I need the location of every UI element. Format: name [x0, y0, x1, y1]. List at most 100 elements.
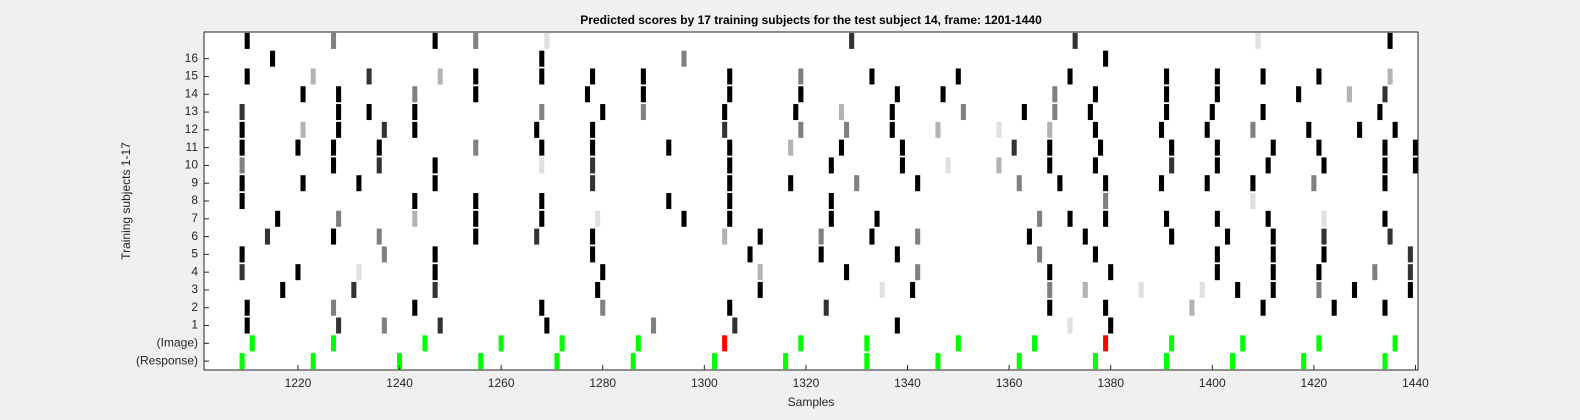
score-cell — [798, 121, 804, 138]
score-cell — [239, 192, 245, 210]
score-cell — [600, 299, 606, 316]
score-cell — [539, 210, 545, 227]
score-cell — [1321, 210, 1327, 227]
score-cell — [1265, 210, 1271, 227]
event-cell — [1230, 353, 1236, 370]
score-cell — [844, 264, 850, 281]
score-cell — [1260, 299, 1266, 316]
score-cell — [239, 264, 245, 281]
score-cell — [412, 121, 418, 138]
score-cell — [666, 139, 672, 156]
y-tick-label: 5 — [191, 247, 198, 261]
score-cell — [757, 228, 763, 245]
score-cell — [590, 228, 596, 245]
score-cell — [432, 32, 438, 49]
score-cell — [590, 157, 596, 174]
event-cell — [310, 353, 316, 370]
score-cell — [239, 139, 245, 156]
y-tick-label: 16 — [185, 51, 199, 65]
event-cell — [1164, 353, 1170, 370]
score-cell — [336, 210, 342, 227]
score-cell — [1387, 68, 1393, 85]
x-tick-label: 1360 — [996, 376, 1023, 390]
score-cell — [640, 68, 646, 85]
score-cell — [412, 86, 418, 103]
score-cell — [432, 175, 438, 192]
score-cell — [432, 246, 438, 263]
score-cell — [1407, 246, 1413, 263]
score-cell — [432, 281, 438, 298]
event-cell — [1031, 335, 1038, 352]
x-tick-label: 1220 — [285, 376, 312, 390]
score-cell — [1260, 104, 1266, 121]
score-cell — [381, 121, 387, 138]
score-cell — [244, 32, 250, 49]
score-cell — [330, 157, 337, 174]
event-cell — [864, 335, 870, 352]
score-cell — [473, 32, 479, 49]
y-tick-label: 1 — [191, 318, 198, 332]
score-cell — [727, 139, 733, 156]
score-cell — [1250, 192, 1256, 210]
y-tick-label: 12 — [185, 122, 199, 136]
score-cell — [874, 210, 880, 227]
score-cell — [1082, 281, 1088, 298]
y-tick-label: 9 — [191, 175, 198, 189]
score-cell — [366, 104, 372, 121]
y-tick-label: 14 — [185, 86, 199, 100]
score-cell — [1108, 317, 1114, 334]
score-cell — [727, 192, 733, 210]
score-cell — [1316, 139, 1322, 156]
score-cell — [1316, 68, 1322, 85]
score-cell — [1158, 121, 1165, 138]
score-cell — [823, 299, 829, 316]
score-cell — [1169, 157, 1175, 174]
score-cell — [590, 175, 596, 192]
score-cell — [1235, 281, 1241, 298]
score-cell — [838, 104, 845, 121]
score-cell — [732, 317, 738, 334]
score-cell — [798, 68, 804, 85]
score-cell — [270, 50, 276, 67]
score-cell — [1372, 264, 1378, 281]
score-cell — [239, 175, 245, 192]
score-cell — [1087, 104, 1093, 121]
score-cell — [366, 68, 372, 85]
score-cell — [727, 86, 733, 103]
score-cell — [854, 175, 860, 192]
score-cell — [899, 139, 905, 156]
score-cell — [534, 121, 540, 138]
score-cell — [539, 299, 545, 316]
score-cell — [295, 264, 301, 281]
score-cell — [1382, 139, 1388, 156]
score-cell — [336, 104, 342, 121]
score-cell — [996, 121, 1002, 138]
score-cell — [336, 317, 342, 334]
score-cell — [1092, 246, 1098, 263]
event-cell — [1392, 335, 1398, 352]
score-cell — [239, 157, 245, 174]
score-cell — [1311, 175, 1317, 192]
score-cell — [539, 192, 545, 210]
event-cell — [330, 335, 337, 352]
score-cell — [1346, 86, 1352, 103]
score-cell — [1387, 228, 1393, 245]
score-cell — [330, 32, 337, 49]
score-cell — [894, 317, 900, 334]
score-cell — [1250, 121, 1256, 138]
x-tick-label: 1380 — [1097, 376, 1124, 390]
score-cell — [828, 210, 834, 227]
score-cell — [1204, 121, 1210, 138]
score-cell — [300, 175, 306, 192]
score-cell — [412, 210, 418, 227]
score-cell — [666, 192, 672, 210]
score-cell — [1382, 86, 1388, 103]
score-cell — [1047, 299, 1053, 316]
score-cell — [1316, 264, 1322, 281]
score-cell — [275, 210, 281, 227]
x-tick-label: 1300 — [691, 376, 718, 390]
score-cell — [1052, 86, 1058, 103]
score-cell — [473, 210, 479, 227]
score-cell — [1214, 139, 1220, 156]
